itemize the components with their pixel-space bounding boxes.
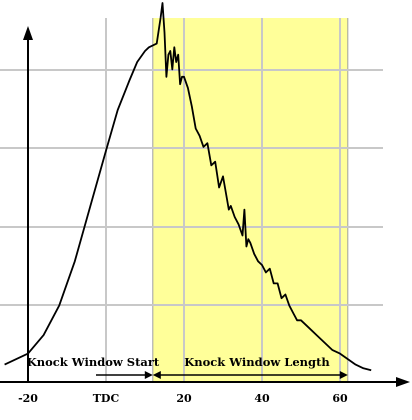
x-tick-label: 40 [254,392,270,405]
x-tick-label: TDC [93,392,120,405]
series-line-0 [4,2,372,372]
knock-window-start-label: Knock Window Start [27,355,160,369]
start-arrow-head [144,371,153,379]
axes [0,26,410,387]
y-axis-arrow [23,26,33,40]
x-tick-label: 20 [176,392,192,405]
x-tick-label: -20 [18,392,38,405]
x-axis-arrow [396,377,410,387]
length-arrow-head-left [152,371,161,379]
x-tick-label: 60 [332,392,348,405]
knock-window-length-label: Knock Window Length [184,355,330,369]
length-arrow-head-right [339,371,348,379]
knock-window-region [152,18,348,382]
